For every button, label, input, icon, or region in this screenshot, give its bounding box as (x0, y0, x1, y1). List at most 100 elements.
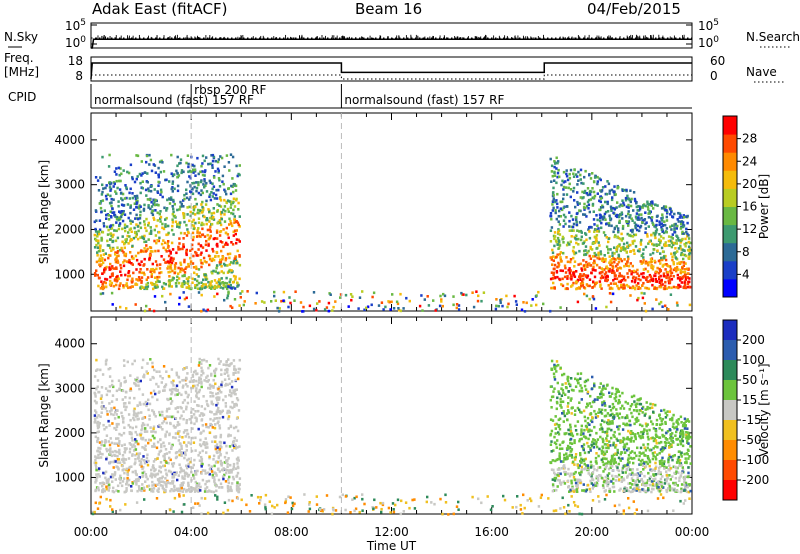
velocity-echo-pixel (215, 474, 218, 477)
power-echo-pixel (593, 261, 596, 265)
power-echo-pixel (455, 306, 458, 310)
power-echo-pixel (601, 215, 604, 219)
power-echo-pixel (619, 203, 622, 207)
power-echo-pixel (146, 198, 150, 201)
power-echo-pixel (637, 213, 641, 216)
power-echo-pixel (160, 271, 163, 274)
power-echo-pixel (625, 205, 629, 209)
power-echo-pixel (132, 236, 136, 240)
power-echo-pixel (679, 244, 682, 248)
velocity-echo-pixel (154, 392, 157, 396)
velocity-echo-pixel (204, 446, 207, 449)
power-echo-pixel (572, 281, 575, 285)
power-echo-pixel (218, 234, 222, 237)
velocity-echo-pixel (199, 485, 202, 489)
power-echo-pixel (231, 224, 234, 228)
velocity-echo-pixel (185, 443, 188, 447)
velocity-echo-pixel (214, 445, 217, 448)
power-echo-pixel (622, 203, 626, 207)
velocity-echo-pixel (200, 405, 203, 408)
velocity-echo-pixel (115, 422, 118, 426)
velocity-echo-pixel (145, 403, 148, 407)
velocity-echo-pixel (104, 363, 108, 366)
power-echo-pixel (179, 205, 182, 209)
velocity-echo-pixel (124, 448, 127, 452)
velocity-echo-pixel (150, 430, 153, 433)
velocity-echo-pixel (185, 366, 188, 369)
velocity-echo-pixel (152, 389, 156, 393)
power-echo-pixel (159, 170, 162, 174)
velocity-echo-pixel (217, 406, 220, 410)
velocity-echo-pixel (576, 490, 579, 493)
power-echo-pixel (187, 165, 190, 169)
power-echo-pixel (639, 260, 642, 263)
power-echo-pixel (599, 250, 602, 253)
velocity-echo-pixel (172, 462, 176, 465)
velocity-echo-pixel (178, 487, 181, 490)
power-echo-pixel (104, 281, 107, 285)
power-echo-pixel (598, 266, 601, 269)
power-echo-pixel (215, 285, 219, 289)
power-echo-pixel (171, 259, 175, 262)
velocity-echo-pixel (108, 486, 111, 489)
power-echo-pixel (153, 268, 156, 272)
power-echo-pixel (624, 196, 628, 200)
power-echo-pixel (192, 181, 196, 185)
power-echo-pixel (191, 163, 194, 167)
power-echo-pixel (132, 208, 136, 211)
power-echo-pixel (679, 239, 683, 242)
power-echo-pixel (100, 280, 103, 283)
power-echo-pixel (671, 237, 674, 240)
velocity-echo-pixel (93, 421, 96, 424)
velocity-echo-pixel (136, 489, 139, 493)
velocity-echo-pixel (157, 479, 161, 483)
velocity-echo-pixel (669, 467, 672, 470)
velocity-echo-pixel (181, 386, 185, 389)
velocity-echo-pixel (582, 435, 586, 438)
power-echo-pixel (227, 270, 231, 273)
power-echo-pixel (117, 227, 121, 231)
velocity-echo-pixel (158, 410, 161, 414)
power-echo-pixel (621, 224, 625, 228)
power-echo-pixel (676, 224, 679, 228)
power-echo-pixel (169, 260, 172, 264)
velocity-echo-pixel (200, 455, 203, 459)
power-echo-pixel (680, 260, 683, 264)
velocity-echo-pixel (663, 465, 666, 468)
power-echo-pixel (138, 270, 141, 274)
velocity-echo-pixel (185, 488, 188, 492)
velocity-echo-pixel (99, 415, 102, 418)
power-echo-pixel (600, 287, 603, 290)
velocity-echo-pixel (227, 427, 230, 430)
velocity-echo-pixel (178, 430, 181, 433)
power-echo-pixel (582, 264, 586, 267)
velocity-echo-pixel (183, 456, 186, 460)
power-echo-pixel (556, 253, 559, 257)
power-echo-pixel (585, 238, 588, 242)
velocity-echo-pixel (148, 488, 152, 491)
power-echo-pixel (685, 215, 688, 218)
power-echo-pixel (186, 282, 190, 286)
velocity-echo-pixel (140, 437, 143, 440)
velocity-echo-pixel (163, 457, 166, 460)
power-echo-pixel (209, 162, 212, 166)
power-echo-pixel (622, 242, 626, 246)
velocity-echo-pixel (668, 453, 671, 457)
velocity-echo-pixel (221, 409, 224, 413)
power-echo-pixel (613, 252, 616, 255)
velocity-echo-pixel (104, 441, 107, 444)
velocity-echo-pixel (552, 449, 555, 452)
velocity-echo-pixel (128, 467, 131, 470)
velocity-echo-pixel (144, 444, 147, 448)
power-echo-pixel (440, 298, 443, 301)
power-echo-pixel (123, 213, 127, 216)
velocity-echo-pixel (96, 421, 99, 425)
power-echo-pixel (670, 271, 674, 275)
power-echo-pixel (218, 261, 221, 264)
velocity-echo-pixel (180, 444, 183, 448)
power-echo-pixel (155, 280, 158, 284)
power-echo-pixel (197, 268, 201, 271)
velocity-echo-pixel (94, 458, 97, 462)
power-echo-pixel (596, 192, 599, 195)
power-echo-pixel (101, 285, 105, 288)
